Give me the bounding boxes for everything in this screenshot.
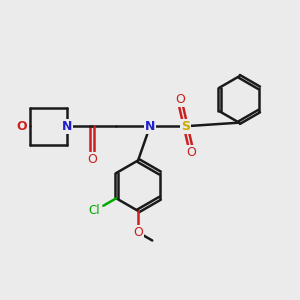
Text: O: O (16, 120, 27, 133)
Text: N: N (61, 120, 72, 133)
Text: O: O (133, 226, 143, 239)
Text: O: O (175, 93, 185, 106)
Text: Cl: Cl (88, 204, 100, 218)
Text: O: O (87, 153, 97, 166)
Text: S: S (181, 120, 190, 133)
Text: N: N (145, 120, 155, 133)
Text: O: O (187, 146, 196, 160)
